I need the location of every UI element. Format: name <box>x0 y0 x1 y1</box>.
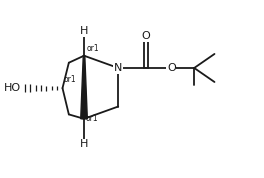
Text: or1: or1 <box>87 44 99 53</box>
Text: N: N <box>114 63 122 73</box>
Text: or1: or1 <box>64 75 76 84</box>
Text: H: H <box>80 139 88 149</box>
Polygon shape <box>81 56 87 119</box>
Text: H: H <box>80 26 88 36</box>
Text: O: O <box>167 63 176 73</box>
Text: HO: HO <box>4 83 21 93</box>
Text: or1: or1 <box>85 114 98 122</box>
Text: O: O <box>142 32 150 41</box>
